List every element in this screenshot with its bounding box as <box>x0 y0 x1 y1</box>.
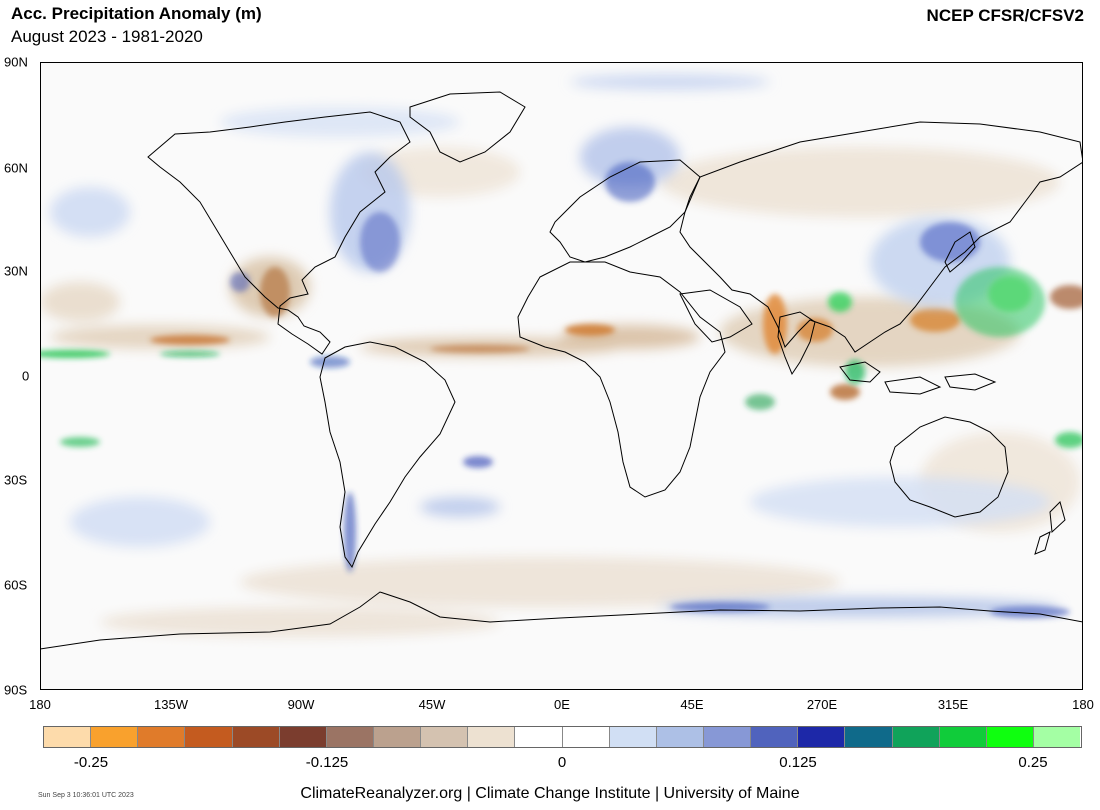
lat-label-90s: 90S <box>4 682 28 698</box>
colorbar-swatch <box>892 727 940 747</box>
antarctica-outline <box>40 591 1083 650</box>
colorbar-swatch <box>279 727 327 747</box>
credit-footer: ClimateReanalyzer.org | Climate Change I… <box>300 785 800 802</box>
colorbar-swatch <box>1033 727 1081 747</box>
colorbar-swatch <box>703 727 752 747</box>
lat-label-90n: 90N <box>4 54 28 70</box>
colorbar-swatch <box>44 727 92 747</box>
colorbar-tick-zero: 0 <box>557 754 567 771</box>
colorbar-swatch <box>185 727 233 747</box>
strong-wet-layer <box>40 162 1083 618</box>
north-america-outline <box>147 111 411 355</box>
asia-outline <box>679 121 1083 353</box>
europe-outline <box>549 159 701 263</box>
lat-label-60n: 60N <box>4 160 28 176</box>
lon-label-45w: 45W <box>418 697 446 712</box>
arabia-outline <box>679 289 753 343</box>
colorbar-swatch <box>751 727 799 747</box>
south-america-outline <box>319 341 456 569</box>
colorbar <box>44 727 1081 747</box>
lon-label-270e: 270E <box>806 697 838 712</box>
lat-label-60s: 60S <box>4 577 28 593</box>
colorbar-swatch <box>138 727 186 747</box>
lon-label-90w: 90W <box>287 697 315 712</box>
india-outline <box>777 311 816 376</box>
lon-label-0e: 0E <box>554 697 570 712</box>
colorbar-swatch <box>373 727 422 747</box>
japan-outline <box>944 231 976 273</box>
lon-label-180e: 180 <box>1072 697 1094 712</box>
colorbar-swatch <box>562 727 610 747</box>
colorbar-swatch <box>232 727 280 747</box>
colorbar-swatch <box>609 727 657 747</box>
colorbar-swatch <box>656 727 704 747</box>
map-subtitle: August 2023 - 1981-2020 <box>11 27 203 46</box>
colorbar-swatch <box>939 727 987 747</box>
greenland-outline <box>409 91 526 163</box>
colorbar-swatch <box>986 727 1034 747</box>
colorbar-swatch <box>515 727 563 747</box>
colorbar-tick-pos-0125: 0.125 <box>779 754 817 771</box>
lon-label-135w: 135W <box>154 697 188 712</box>
africa-outline <box>517 261 726 498</box>
australia-outline <box>889 416 1009 518</box>
indonesia-outline <box>839 361 997 395</box>
map-frame <box>40 62 1083 690</box>
timestamp: Sun Sep 3 10:36:01 UTC 2023 <box>38 792 134 799</box>
colorbar-tick-pos-025: 0.25 <box>1018 754 1048 771</box>
colorbar-tick-neg-025: -0.25 <box>73 754 109 771</box>
colorbar-tick-neg-0125: -0.125 <box>305 754 349 771</box>
lon-label-180w: 180 <box>29 697 51 712</box>
colorbar-swatch <box>798 727 846 747</box>
lat-label-equator: 0 <box>22 368 30 384</box>
colorbar-swatch <box>421 727 469 747</box>
precipitation-anomaly-map <box>40 62 1083 690</box>
colorbar-swatch <box>468 727 516 747</box>
map-svg <box>40 62 1083 690</box>
lon-label-315e: 315E <box>937 697 969 712</box>
colorbar-frame <box>43 726 1082 748</box>
new-zealand-outline <box>1034 501 1066 555</box>
lon-label-45e: 45E <box>680 697 704 712</box>
lat-label-30s: 30S <box>4 472 28 488</box>
map-title: Acc. Precipitation Anomaly (m) <box>11 4 262 23</box>
data-source: NCEP CFSR/CFSV2 <box>926 6 1084 25</box>
colorbar-swatch <box>326 727 374 747</box>
colorbar-swatch <box>845 727 893 747</box>
coastlines <box>40 91 1083 650</box>
lat-label-30n: 30N <box>4 263 28 279</box>
colorbar-swatch <box>91 727 139 747</box>
